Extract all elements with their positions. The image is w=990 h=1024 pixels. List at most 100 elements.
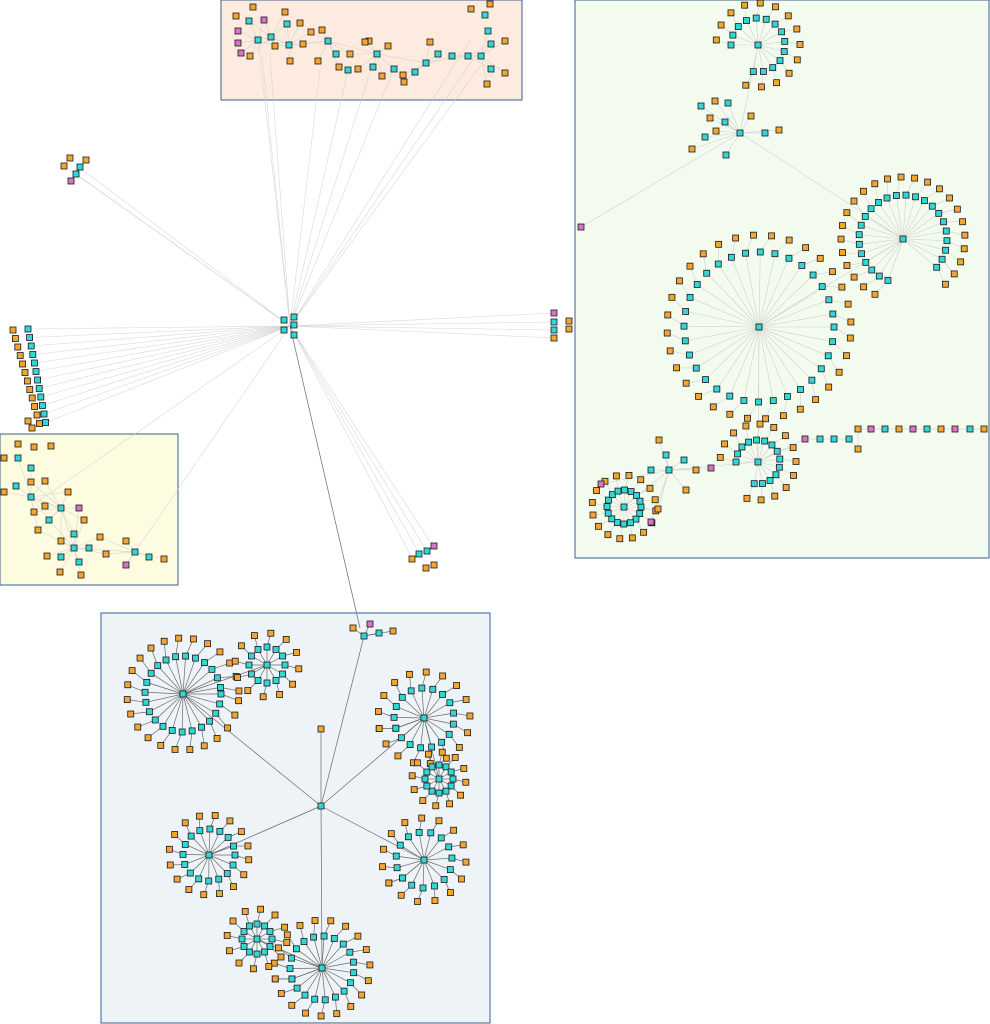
hub-node[interactable] xyxy=(27,464,35,472)
leaf-node[interactable] xyxy=(185,886,193,893)
leaf-node[interactable] xyxy=(318,26,326,34)
leaf-node[interactable] xyxy=(780,412,787,420)
leaf-node[interactable] xyxy=(897,173,905,181)
leaf-node[interactable] xyxy=(307,28,315,36)
hub-node[interactable] xyxy=(743,17,750,25)
hub-node[interactable] xyxy=(608,491,616,499)
leaf-node[interactable] xyxy=(36,420,43,427)
hub-node[interactable] xyxy=(749,68,757,75)
leaf-node[interactable] xyxy=(123,696,131,703)
hub-node[interactable] xyxy=(935,209,943,217)
hub-node[interactable] xyxy=(703,269,711,277)
leaf-node[interactable] xyxy=(238,642,245,650)
leaf-node[interactable] xyxy=(293,649,300,656)
hub-node[interactable] xyxy=(734,23,742,30)
hub-node[interactable] xyxy=(861,213,869,220)
leaf-node[interactable] xyxy=(950,270,958,278)
leaf-node[interactable] xyxy=(190,635,197,643)
special-node[interactable] xyxy=(430,542,438,550)
hub-node[interactable] xyxy=(205,877,213,885)
hub-node[interactable] xyxy=(339,940,347,948)
hub-node[interactable] xyxy=(346,948,354,956)
hub-node[interactable] xyxy=(427,829,435,837)
hub-node[interactable] xyxy=(272,677,280,684)
hub-node[interactable] xyxy=(771,20,779,28)
leaf-node[interactable] xyxy=(666,347,674,355)
leaf-node[interactable] xyxy=(382,740,390,748)
leaf-node[interactable] xyxy=(460,764,468,772)
hub-node[interactable] xyxy=(417,744,425,752)
hub-node[interactable] xyxy=(392,724,400,732)
hub-node[interactable] xyxy=(212,709,220,717)
hub-node[interactable] xyxy=(487,40,495,48)
leaf-node[interactable] xyxy=(550,334,558,342)
hub-node[interactable] xyxy=(620,520,628,528)
hub-node[interactable] xyxy=(797,386,804,393)
hub-node[interactable] xyxy=(761,437,769,445)
leaf-node[interactable] xyxy=(854,445,862,453)
leaf-node[interactable] xyxy=(616,535,624,543)
leaf-node[interactable] xyxy=(717,21,725,29)
hub-node[interactable] xyxy=(921,197,928,204)
hub-node[interactable] xyxy=(755,398,762,406)
leaf-node[interactable] xyxy=(688,145,696,153)
hub-node[interactable] xyxy=(311,995,319,1003)
hub-node[interactable] xyxy=(481,11,489,19)
hub-node[interactable] xyxy=(759,480,766,487)
hub-node[interactable] xyxy=(938,255,946,263)
hub-node[interactable] xyxy=(892,192,900,199)
special-node[interactable] xyxy=(647,518,655,526)
leaf-node[interactable] xyxy=(296,921,304,929)
leaf-node[interactable] xyxy=(244,842,252,850)
hub-node[interactable] xyxy=(32,368,40,375)
hub-node[interactable] xyxy=(448,52,456,60)
leaf-node[interactable] xyxy=(756,420,764,428)
hub-node[interactable] xyxy=(415,829,423,836)
hub-node[interactable] xyxy=(966,425,974,433)
hub-node[interactable] xyxy=(151,716,159,724)
hub-node[interactable] xyxy=(263,643,271,651)
hub-node[interactable] xyxy=(223,870,231,877)
hub-node[interactable] xyxy=(697,102,705,110)
hub-node[interactable] xyxy=(279,670,286,678)
hub-node[interactable] xyxy=(680,456,688,464)
hub-node[interactable] xyxy=(245,17,253,25)
hub-node[interactable] xyxy=(420,856,428,864)
hub-node[interactable] xyxy=(240,943,248,950)
hub-node[interactable] xyxy=(439,691,446,698)
leaf-node[interactable] xyxy=(673,364,680,372)
hub-node[interactable] xyxy=(263,679,271,687)
hub-node[interactable] xyxy=(12,482,20,490)
leaf-node[interactable] xyxy=(14,343,22,351)
hub-node[interactable] xyxy=(178,728,186,736)
hub-node[interactable] xyxy=(290,313,298,321)
hub-node[interactable] xyxy=(933,263,941,271)
hub-node[interactable] xyxy=(254,646,262,653)
leaf-node[interactable] xyxy=(727,9,735,17)
leaf-node[interactable] xyxy=(911,174,919,182)
hub-node[interactable] xyxy=(206,717,213,725)
hub-node[interactable] xyxy=(263,661,271,669)
hub-node[interactable] xyxy=(633,492,640,499)
leaf-node[interactable] xyxy=(244,687,252,694)
hub-node[interactable] xyxy=(24,325,32,333)
leaf-node[interactable] xyxy=(28,424,36,432)
leaf-node[interactable] xyxy=(565,317,573,325)
hub-node[interactable] xyxy=(181,841,189,848)
leaf-node[interactable] xyxy=(23,377,31,385)
hub-node[interactable] xyxy=(253,950,261,958)
hub-node[interactable] xyxy=(324,37,332,45)
hub-node[interactable] xyxy=(213,674,221,682)
leaf-node[interactable] xyxy=(19,360,27,368)
hub-node[interactable] xyxy=(752,14,760,22)
leaf-node[interactable] xyxy=(668,293,676,301)
leaf-node[interactable] xyxy=(31,403,39,410)
hub-node[interactable] xyxy=(855,240,863,248)
hub-node[interactable] xyxy=(75,558,83,566)
hub-node[interactable] xyxy=(724,99,732,107)
hub-node[interactable] xyxy=(627,488,635,495)
leaf-node[interactable] xyxy=(442,754,450,762)
leaf-node[interactable] xyxy=(793,56,801,64)
leaf-node[interactable] xyxy=(835,368,843,376)
hub-node[interactable] xyxy=(76,163,84,171)
